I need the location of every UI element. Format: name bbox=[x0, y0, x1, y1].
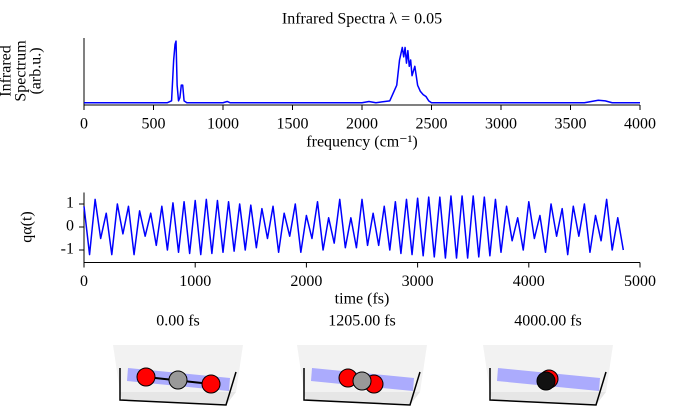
x-tick-label: 0 bbox=[80, 116, 88, 133]
box-edge bbox=[119, 368, 237, 406]
x-tick-label: 3000 bbox=[485, 116, 517, 133]
snapshot-3 bbox=[483, 345, 613, 406]
y-tick-label: 1 bbox=[66, 195, 74, 212]
y-axis-label: qα(t) bbox=[19, 211, 36, 242]
y-tick-label: -1 bbox=[61, 241, 74, 258]
x-tick-label: 1000 bbox=[207, 116, 239, 133]
snapshot-1 bbox=[113, 345, 243, 406]
atom bbox=[536, 371, 556, 391]
y-axis-label: Spectrum bbox=[13, 40, 30, 102]
x-tick-label: 2000 bbox=[346, 116, 378, 133]
x-axis-label: time (fs) bbox=[335, 291, 390, 308]
box-floor bbox=[490, 392, 606, 405]
y-axis-label: (arb.u.) bbox=[28, 47, 45, 94]
x-tick-label: 1000 bbox=[179, 273, 211, 290]
snapshot-title: 4000.00 fs bbox=[514, 313, 582, 330]
box-floor bbox=[304, 392, 420, 405]
x-tick-label: 500 bbox=[142, 116, 166, 133]
x-tick-label: 3500 bbox=[555, 116, 587, 133]
y-axis-label: Infrared bbox=[0, 45, 15, 97]
x-tick-label: 4000 bbox=[513, 273, 545, 290]
chart-title: Infrared Spectra λ = 0.05 bbox=[282, 11, 442, 28]
series-line bbox=[83, 195, 625, 259]
series-line bbox=[84, 40, 640, 104]
x-tick-label: 3000 bbox=[402, 273, 434, 290]
x-tick-label: 2000 bbox=[290, 273, 322, 290]
snapshot-2 bbox=[297, 345, 427, 406]
atom bbox=[352, 371, 372, 391]
box-floor bbox=[120, 392, 236, 405]
x-tick-label: 4000 bbox=[624, 116, 656, 133]
box-edge bbox=[489, 368, 607, 406]
x-axis-label: frequency (cm⁻¹) bbox=[306, 134, 417, 151]
box-edge bbox=[303, 368, 421, 406]
snapshot-title: 0.00 fs bbox=[156, 313, 200, 330]
x-tick-label: 0 bbox=[80, 273, 88, 290]
atom bbox=[168, 370, 188, 390]
x-tick-label: 1500 bbox=[277, 116, 309, 133]
atom bbox=[136, 367, 156, 387]
x-tick-label: 2500 bbox=[416, 116, 448, 133]
snapshot-title: 1205.00 fs bbox=[328, 313, 396, 330]
atom bbox=[201, 374, 221, 394]
x-tick-label: 5000 bbox=[624, 273, 656, 290]
y-tick-label: 0 bbox=[66, 218, 74, 235]
